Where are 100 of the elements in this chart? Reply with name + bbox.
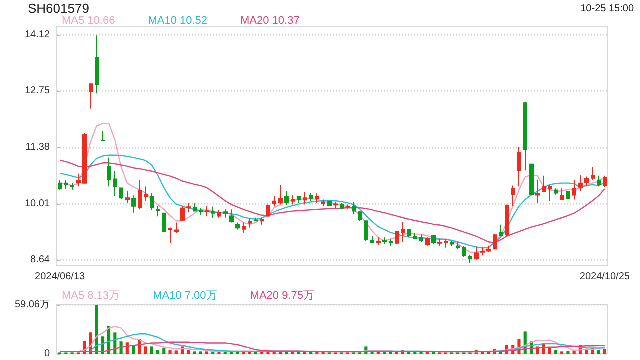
bar xyxy=(548,348,552,354)
candlestick xyxy=(462,246,466,258)
candlestick xyxy=(131,195,136,214)
text: MA20 9.75万 xyxy=(250,290,314,302)
candlestick xyxy=(113,170,117,197)
text: MA20 10.37 xyxy=(240,15,300,27)
candlestick xyxy=(89,84,93,110)
candlestick xyxy=(431,234,436,245)
chart-title: SH601579 xyxy=(28,1,90,16)
y-tick-label: 11.38 xyxy=(26,142,50,154)
y-tick-label: 10.01 xyxy=(24,198,50,210)
candlestick xyxy=(591,166,595,181)
candlestick xyxy=(315,193,319,204)
candlestick xyxy=(101,130,105,142)
candlestick xyxy=(584,176,589,188)
candlestick xyxy=(64,180,68,190)
candlestick xyxy=(327,200,332,207)
candlestick xyxy=(456,242,460,250)
candlestick xyxy=(242,222,246,234)
candlestick xyxy=(266,204,270,218)
candlestick xyxy=(278,184,283,206)
candlestick xyxy=(419,234,423,244)
candlestick xyxy=(309,192,313,202)
candlestick xyxy=(107,157,111,188)
x-tick-label: 2024/10/25 xyxy=(580,272,630,282)
candlestick xyxy=(321,199,325,207)
candlestick xyxy=(119,188,123,200)
candlestick xyxy=(529,164,534,196)
candlestick xyxy=(138,180,142,210)
candlestick xyxy=(499,224,503,237)
candlestick xyxy=(260,217,264,226)
candlestick xyxy=(346,204,350,210)
candlestick xyxy=(211,206,215,219)
candlestick xyxy=(597,175,601,188)
bar xyxy=(566,351,570,354)
bar xyxy=(168,350,172,354)
candlestick xyxy=(358,210,362,222)
candlestick xyxy=(95,35,99,94)
candlestick xyxy=(603,175,607,188)
x-tick-label: 2024/06/13 xyxy=(35,272,86,282)
y-tick-label: 0 xyxy=(44,348,50,360)
bar xyxy=(174,350,178,354)
candlestick xyxy=(333,201,338,209)
candlestick xyxy=(511,185,515,207)
candlestick xyxy=(217,210,221,218)
candlestick xyxy=(444,238,448,248)
candlestick xyxy=(70,182,74,190)
bar xyxy=(603,349,606,354)
candlestick xyxy=(235,222,240,230)
candlestick xyxy=(413,232,417,240)
candlestick xyxy=(554,188,558,196)
candlestick xyxy=(517,147,521,188)
candlestick xyxy=(437,238,442,247)
line-series xyxy=(59,342,606,353)
text: MA5 10.66 xyxy=(62,15,116,27)
candlestick xyxy=(199,208,203,216)
y-tick-label: 59.06万 xyxy=(14,300,50,310)
candlestick xyxy=(389,238,393,247)
text: 10-25 15:00 xyxy=(580,4,634,14)
candlestick xyxy=(297,196,301,204)
candlestick xyxy=(523,101,527,172)
candlestick xyxy=(578,174,583,192)
candlestick xyxy=(407,228,411,238)
candlestick xyxy=(303,192,307,206)
candlestick xyxy=(150,192,154,211)
candlestick xyxy=(401,221,405,244)
candlestick xyxy=(58,180,62,190)
candlestick xyxy=(193,202,197,212)
candlestick xyxy=(493,234,497,250)
candlestick xyxy=(376,237,381,246)
candlestick xyxy=(340,202,344,210)
candlestick xyxy=(425,237,430,246)
bar xyxy=(554,350,558,354)
candlestick xyxy=(560,188,564,201)
y-tick-label: 8.64 xyxy=(30,254,50,266)
candlestick xyxy=(382,237,387,245)
y-tick-label: 14.12 xyxy=(24,29,50,40)
candlestick xyxy=(566,191,570,200)
candlestick xyxy=(572,180,576,200)
candlestick xyxy=(156,206,160,218)
candlestick xyxy=(125,191,130,204)
candlestick xyxy=(548,184,552,202)
candlestick xyxy=(370,235,374,244)
bar xyxy=(597,350,600,354)
line-series xyxy=(59,123,606,254)
y-tick-label: 12.75 xyxy=(24,86,50,97)
candlestick xyxy=(542,175,546,192)
candlestick xyxy=(174,222,179,234)
candlestick xyxy=(468,254,472,264)
candlestick xyxy=(395,230,399,245)
candlestick xyxy=(284,191,289,206)
bar xyxy=(162,348,166,354)
text: MA10 10.52 xyxy=(148,15,208,27)
candlestick xyxy=(535,180,540,204)
text: MA10 7.00万 xyxy=(153,290,218,302)
bar xyxy=(150,346,154,354)
candlestick xyxy=(223,209,228,218)
text: MA5 8.13万 xyxy=(62,290,120,302)
candlestick xyxy=(352,202,356,216)
bar xyxy=(187,350,190,354)
